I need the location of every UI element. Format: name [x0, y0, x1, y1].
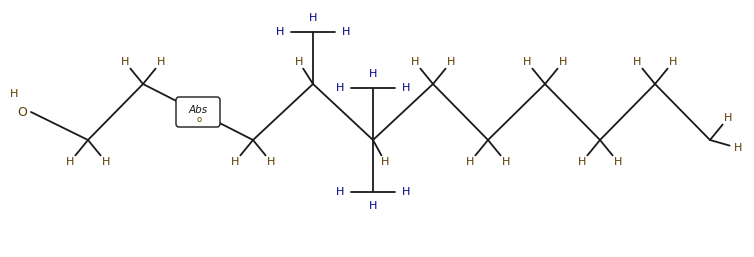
- Text: H: H: [295, 57, 303, 67]
- Text: H: H: [121, 57, 129, 67]
- Text: H: H: [369, 201, 377, 211]
- Text: H: H: [336, 83, 344, 93]
- Text: H: H: [402, 83, 410, 93]
- Text: H: H: [157, 57, 165, 67]
- Text: o: o: [197, 115, 201, 124]
- Text: H: H: [466, 157, 474, 167]
- Text: H: H: [369, 69, 377, 79]
- Text: H: H: [342, 27, 350, 37]
- Text: H: H: [402, 187, 410, 197]
- Text: H: H: [10, 89, 18, 99]
- Text: H: H: [669, 57, 677, 67]
- Text: H: H: [411, 57, 419, 67]
- Text: H: H: [633, 57, 641, 67]
- Text: H: H: [309, 13, 317, 23]
- Text: H: H: [66, 157, 74, 167]
- Text: H: H: [502, 157, 510, 167]
- Text: H: H: [276, 27, 284, 37]
- Text: H: H: [336, 187, 344, 197]
- Text: H: H: [267, 157, 275, 167]
- FancyBboxPatch shape: [176, 97, 220, 127]
- Text: Abs: Abs: [188, 105, 207, 115]
- Text: H: H: [381, 157, 389, 167]
- Text: H: H: [724, 113, 732, 123]
- Text: H: H: [102, 157, 110, 167]
- Text: H: H: [614, 157, 622, 167]
- Text: O: O: [17, 106, 27, 118]
- Text: H: H: [734, 143, 742, 153]
- Text: H: H: [447, 57, 455, 67]
- Text: H: H: [559, 57, 567, 67]
- Text: H: H: [523, 57, 531, 67]
- Text: H: H: [231, 157, 239, 167]
- Text: H: H: [578, 157, 586, 167]
